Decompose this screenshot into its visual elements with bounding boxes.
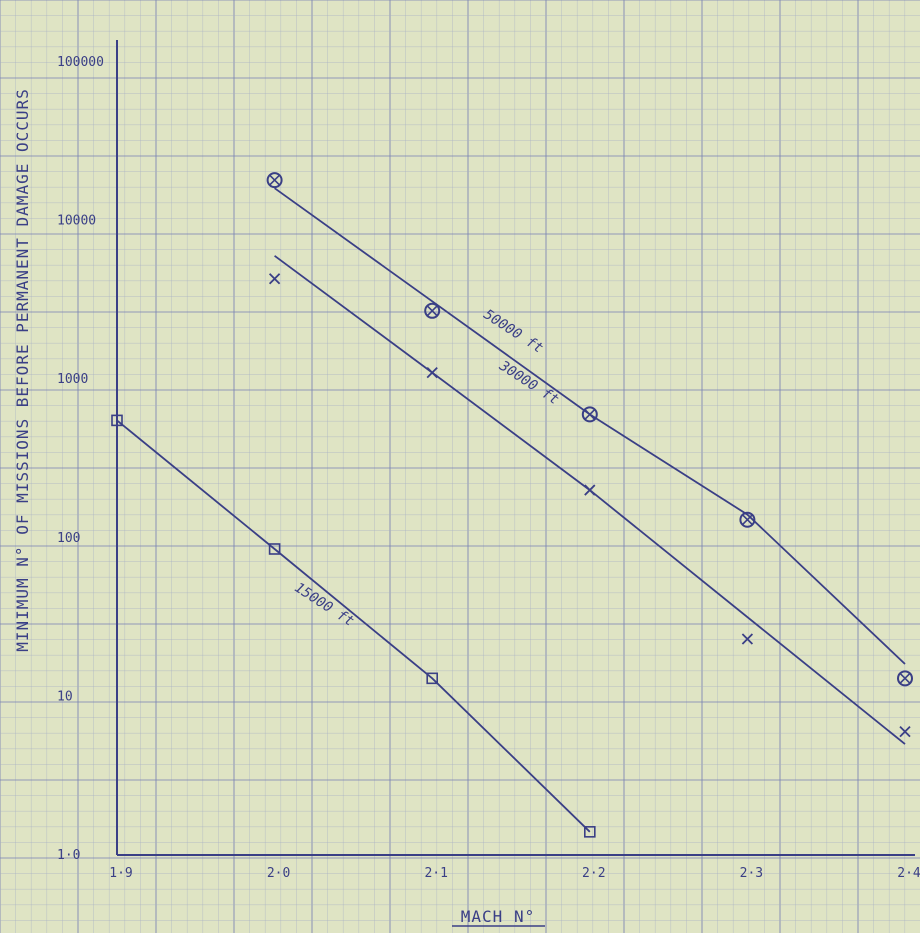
series-line [116, 419, 591, 833]
y-tick-label: 1000 [57, 372, 88, 387]
marker-circle [424, 302, 441, 319]
marker-cross [584, 408, 596, 420]
x-tick-label: 2·3 [740, 866, 763, 881]
data-point-circle-cross [739, 511, 756, 528]
marker-cross [426, 305, 438, 317]
data-point-square [583, 826, 596, 838]
series-label: 15000 ft [291, 580, 356, 630]
data-point-square [111, 414, 123, 427]
series-line [274, 187, 906, 665]
data-point-circle-cross [897, 670, 913, 687]
y-tick-label: 100000 [57, 55, 104, 70]
marker-circle [897, 670, 913, 687]
data-point-x [584, 484, 596, 496]
x-tick-label: 2·1 [424, 866, 447, 881]
x-tick-label: 2·2 [582, 866, 605, 881]
marker-cross [899, 672, 911, 684]
data-point-x [741, 633, 754, 645]
data-point-square [268, 543, 281, 555]
data-point-circle-cross [424, 302, 441, 319]
y-tick-label: 1·0 [57, 848, 80, 863]
marker-cross [269, 174, 281, 186]
x-tick-label: 2·4 [897, 866, 920, 881]
x-axis-label: MACH N° [461, 907, 535, 926]
data-point-x [268, 273, 281, 285]
tick-labels: 1·9 2·0 2·1 2·2 2·3 2·4 1·0 10 100 1000 10000 10000… [57, 55, 920, 881]
data-point-circle-cross [266, 172, 283, 189]
y-tick-label: 10 [57, 689, 73, 704]
y-axis-label: MINIMUM N° OF MISSIONS BEFORE PERMANENT … [13, 88, 32, 652]
marker-circle [739, 511, 756, 528]
series-label: 50000 ft [481, 307, 546, 357]
data-point-circle-cross [581, 406, 598, 423]
marker-cross [741, 514, 753, 526]
series-lines [116, 187, 906, 833]
data-point-x [899, 725, 911, 738]
data-point-square [426, 672, 439, 685]
y-tick-label: 100 [57, 531, 80, 546]
series-label: 30000 ft [495, 357, 561, 408]
marker-circle [581, 406, 598, 423]
series-markers [111, 172, 913, 838]
x-tick-label: 1·9 [109, 866, 132, 881]
marker-circle [266, 172, 283, 189]
y-tick-label: 10000 [57, 214, 96, 229]
x-tick-label: 2·0 [267, 866, 290, 881]
data-point-x [426, 366, 438, 379]
series-line [274, 255, 906, 745]
axes [116, 40, 915, 856]
